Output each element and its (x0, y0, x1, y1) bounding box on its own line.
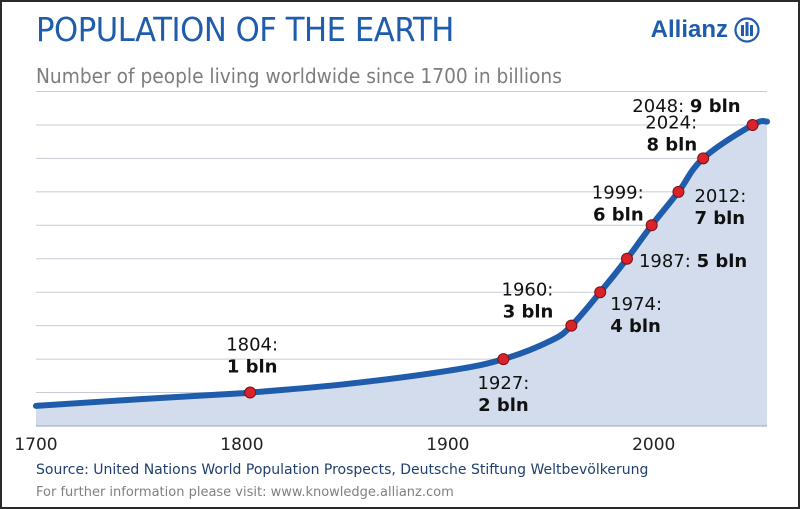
milestone-marker-2012 (672, 185, 685, 198)
milestone-label-1804: 1804: 1 bln (226, 335, 278, 378)
x-tick-label-1800: 1800 (220, 435, 263, 455)
milestone-value-2024: 8 bln (646, 134, 697, 155)
milestone-value-2012: 7 bln (694, 208, 745, 229)
milestone-label-1960: 1960: 3 bln (502, 280, 554, 323)
milestone-value-1804: 1 bln (227, 357, 278, 378)
milestone-value-1987: 5 bln (697, 251, 748, 272)
milestone-marker-1927 (497, 353, 510, 366)
milestone-year-1804: 1804: (226, 335, 278, 356)
source-note: Source: United Nations World Population … (36, 462, 649, 478)
milestone-year-1927: 1927: (477, 373, 529, 394)
milestone-year-2048: 2048: (632, 96, 690, 117)
milestone-labels: 1804: 1 bln 1927: 2 bln 1960: 3 bln 1974: 4 bln… (226, 96, 747, 416)
milestone-label-2012: 2012: 7 bln (694, 186, 746, 229)
milestone-year-1987: 1987: (639, 251, 697, 272)
milestone-marker-2024 (697, 152, 710, 165)
milestone-year-1960: 1960: (502, 280, 554, 301)
milestone-year-1999: 1999: (592, 182, 644, 203)
milestone-label-1974: 1974: 4 bln (610, 294, 662, 337)
milestone-marker-1999 (645, 219, 658, 232)
milestone-value-2048: 9 bln (690, 96, 741, 117)
milestone-year-1974: 1974: (610, 294, 662, 315)
brand-name: Allianz (650, 16, 728, 43)
milestone-label-1927: 1927: 2 bln (477, 373, 529, 416)
x-tick-label-1700: 1700 (14, 435, 57, 455)
milestone-markers (244, 118, 759, 399)
milestone-marker-1974 (594, 286, 607, 299)
chart-title: POPULATION OF THE EARTH (36, 10, 454, 49)
allianz-logo: Allianz (651, 16, 760, 44)
x-axis-ticks: 1700 1800 1900 2000 (14, 425, 767, 455)
milestone-label-2048: 2048: 9 bln (632, 96, 740, 117)
milestone-label-1999: 1999: 6 bln (592, 182, 644, 225)
milestone-year-2024: 2024: (645, 112, 697, 133)
milestone-marker-2048 (746, 118, 759, 131)
milestone-value-1999: 6 bln (593, 204, 644, 225)
milestone-marker-1960 (565, 319, 578, 332)
info-link-note[interactable]: For further information please visit: ww… (36, 485, 454, 500)
milestone-marker-1804 (244, 386, 257, 399)
milestone-value-1927: 2 bln (478, 395, 529, 416)
milestone-year-2012: 2012: (694, 186, 746, 207)
milestone-label-1987: 1987: 5 bln (639, 251, 747, 272)
x-tick-label-2000: 2000 (632, 435, 675, 455)
milestone-value-1974: 4 bln (610, 316, 661, 337)
milestone-marker-1987 (620, 252, 633, 265)
population-area (36, 121, 767, 426)
chart-subtitle: Number of people living worldwide since … (36, 64, 562, 88)
milestone-label-2024: 2024: 8 bln (645, 112, 697, 155)
allianz-eagle-icon (734, 17, 760, 43)
milestone-value-1960: 3 bln (503, 302, 554, 323)
x-tick-label-1900: 1900 (426, 435, 469, 455)
population-line (33, 118, 770, 409)
